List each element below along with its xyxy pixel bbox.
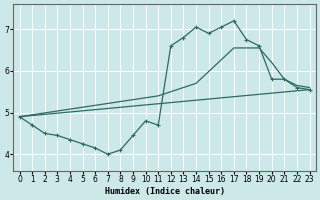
X-axis label: Humidex (Indice chaleur): Humidex (Indice chaleur) bbox=[105, 187, 225, 196]
